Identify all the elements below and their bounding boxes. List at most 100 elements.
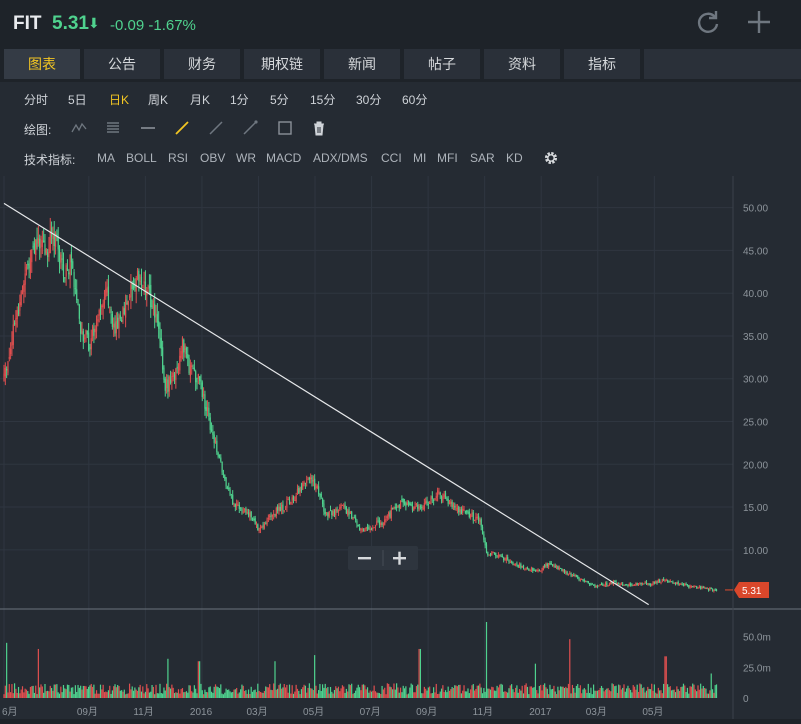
indicator-adx-dms[interactable]: ADX/DMS	[313, 151, 368, 165]
candle-body	[548, 562, 550, 567]
timeframe-3[interactable]: 周K	[148, 93, 169, 107]
horizontal-line-tool-icon[interactable]	[139, 119, 157, 137]
indicator-rsi[interactable]: RSI	[168, 151, 189, 165]
volume-bar	[670, 690, 673, 698]
refresh-icon[interactable]	[694, 8, 722, 36]
candle-body	[629, 583, 632, 585]
candle-body	[628, 583, 630, 587]
candle-body	[536, 570, 538, 572]
indicator-mi[interactable]: MI	[413, 151, 427, 165]
tab-7[interactable]: 指标	[564, 49, 640, 79]
candle-body	[8, 357, 10, 359]
volume-bar	[49, 685, 51, 698]
timeframe-5[interactable]: 1分	[230, 93, 249, 107]
volume-bar	[607, 688, 609, 698]
candle-body	[446, 498, 448, 500]
candle-body	[534, 569, 537, 571]
volume-bar	[550, 689, 552, 698]
timeframe-9[interactable]: 60分	[402, 93, 428, 107]
indicator-wr[interactable]: WR	[236, 151, 256, 165]
volume-bar	[624, 691, 626, 698]
tab-4[interactable]: 新闻	[324, 49, 400, 79]
candle-body	[224, 474, 226, 479]
volume-bar	[629, 689, 632, 698]
tab-1[interactable]: 公告	[84, 49, 160, 79]
volume-bar	[507, 692, 509, 698]
fibonacci-tool-icon[interactable]	[104, 119, 122, 137]
tab-5[interactable]: 帖子	[404, 49, 480, 79]
volume-bar	[144, 691, 147, 698]
volume-bar	[7, 692, 9, 698]
volume-bar	[152, 686, 154, 698]
timeframe-7[interactable]: 15分	[310, 93, 336, 107]
candle-body	[177, 367, 180, 371]
volume-bar	[575, 685, 577, 698]
segment-tool-icon[interactable]	[241, 119, 259, 137]
tab-0[interactable]: 图表	[4, 49, 80, 79]
volume-bar	[372, 690, 374, 698]
volume-bar	[361, 684, 363, 698]
volume-bar	[281, 688, 283, 698]
volume-bar	[434, 692, 436, 698]
polyline-tool-icon[interactable]	[70, 119, 88, 137]
candle-body	[233, 504, 235, 506]
indicator-kd[interactable]: KD	[506, 151, 523, 165]
timeframe-1[interactable]: 5日	[68, 93, 87, 107]
candle-body	[78, 304, 80, 319]
candle-body	[287, 499, 289, 501]
volume-bar	[131, 686, 133, 698]
candle-body	[232, 494, 234, 505]
volume-bar	[220, 684, 222, 698]
volume-bar	[294, 691, 296, 698]
tab-6[interactable]: 资料	[484, 49, 560, 79]
volume-bar	[389, 686, 391, 698]
candle-body	[532, 567, 534, 571]
indicator-boll[interactable]: BOLL	[126, 151, 157, 165]
candle-body	[21, 292, 24, 294]
volume-bar	[668, 687, 670, 698]
volume-bar	[394, 689, 396, 698]
indicator-macd[interactable]: MACD	[266, 151, 302, 165]
candle-body	[678, 584, 681, 586]
timeframe-6[interactable]: 5分	[270, 93, 289, 107]
zoom-out-icon[interactable]	[358, 557, 371, 560]
volume-bar	[282, 687, 284, 698]
volume-bar	[537, 693, 539, 698]
vol-tick-label: 25.0m	[743, 663, 771, 674]
rectangle-tool-icon[interactable]	[276, 119, 294, 137]
zoom-in-icon[interactable]	[393, 551, 406, 565]
volume-bar	[464, 691, 466, 698]
add-icon[interactable]	[745, 8, 773, 36]
price-chart[interactable]: 50.00 45.00 40.00 35.00 30.00 25.00 20.00 15.00…	[0, 176, 801, 719]
settings-gear-icon[interactable]	[543, 150, 559, 166]
timeframe-8[interactable]: 30分	[356, 93, 382, 107]
tab-3[interactable]: 期权链	[244, 49, 320, 79]
volume-bar	[233, 689, 235, 698]
indicator-ma[interactable]: MA	[97, 151, 115, 165]
candle-body	[261, 526, 263, 528]
timeframe-2[interactable]: 日K	[109, 93, 130, 107]
trend-line-tool-icon[interactable]	[173, 119, 191, 137]
volume-bar	[84, 685, 86, 698]
candle-body	[396, 507, 398, 509]
trash-icon[interactable]	[310, 119, 328, 137]
indicator-sar[interactable]: SAR	[470, 151, 495, 165]
timeframe-4[interactable]: 月K	[190, 93, 211, 107]
indicator-obv[interactable]: OBV	[200, 151, 226, 165]
volume-bar	[139, 684, 141, 698]
candle-body	[16, 310, 18, 320]
ray-tool-icon[interactable]	[207, 119, 225, 137]
indicator-mfi[interactable]: MFI	[437, 151, 458, 165]
volume-bar	[684, 685, 686, 698]
candle-body	[35, 239, 37, 256]
x-tick-label: 6月	[2, 706, 18, 718]
volume-bar	[225, 688, 227, 698]
candlestick-chart[interactable]: 50.00 45.00 40.00 35.00 30.00 25.00 20.00 15.00…	[0, 176, 801, 719]
timeframe-0[interactable]: 分时	[24, 93, 49, 107]
tab-2[interactable]: 财务	[164, 49, 240, 79]
candle-body	[192, 367, 194, 369]
volume-bar	[4, 685, 6, 698]
candle-body	[571, 575, 574, 577]
indicator-cci[interactable]: CCI	[381, 151, 402, 165]
indicator-row: 技术指标: MA BOLL RSI OBV WR MACD ADX/DMS CCI MI MFI S…	[0, 145, 801, 173]
